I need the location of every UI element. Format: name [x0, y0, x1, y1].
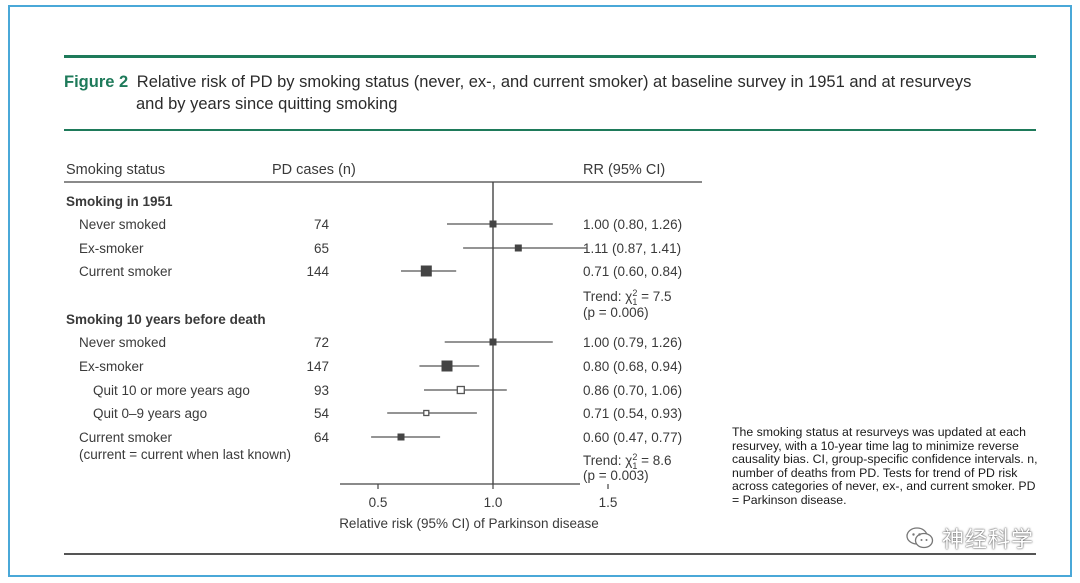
row-rr-ci: 0.86 (0.70, 1.06): [583, 383, 682, 398]
header-rr-ci: RR (95% CI): [583, 162, 665, 178]
row-label: Ex-smoker: [79, 241, 144, 256]
trend-p-value: (p = 0.006): [583, 305, 649, 320]
section-heading: Smoking in 1951: [66, 194, 173, 209]
rr-marker: [397, 433, 405, 441]
rr-marker-open: [456, 385, 465, 395]
row-label: Ex-smoker: [79, 359, 144, 374]
row-cases: 54: [314, 406, 330, 421]
x-axis-label: Relative risk (95% CI) of Parkinson dise…: [339, 516, 599, 531]
top-rule: [64, 55, 1036, 58]
rr-marker: [514, 244, 522, 252]
trend-stat: Trend: χ2 1 = 8.6: [583, 452, 672, 471]
title-rule: [64, 129, 1036, 131]
row-label: Never smoked: [79, 217, 166, 232]
row-label: Never smoked: [79, 335, 166, 350]
figure-footnote: The smoking status at resurveys was upda…: [732, 425, 1038, 507]
header-pd-cases: PD cases (n): [272, 162, 356, 178]
row-label-note: (current = current when last known): [79, 447, 291, 462]
row-label: Quit 0–9 years ago: [93, 406, 207, 421]
row-label: Current smoker: [79, 430, 173, 445]
row-cases: 93: [314, 383, 329, 398]
figure-frame: [8, 5, 1072, 577]
figure-title-line1: Relative risk of PD by smoking status (n…: [136, 73, 972, 91]
wechat-icon: [906, 527, 934, 549]
row-label: Quit 10 or more years ago: [93, 383, 250, 398]
row-rr-ci: 0.71 (0.54, 0.93): [583, 406, 682, 421]
row-cases: 74: [314, 217, 330, 232]
header-smoking-status: Smoking status: [66, 162, 165, 178]
row-rr-ci: 0.60 (0.47, 0.77): [583, 430, 682, 445]
section-heading: Smoking 10 years before death: [66, 312, 266, 327]
row-rr-ci: 1.11 (0.87, 1.41): [583, 241, 681, 256]
row-label: Current smoker: [79, 264, 173, 279]
x-tick-label: 1.0: [484, 495, 503, 510]
figure-caption: Figure 2 Relative risk of PD by smoking …: [64, 71, 1054, 115]
figure-title-line2: and by years since quitting smoking: [136, 95, 398, 113]
figure-label: Figure 2: [64, 73, 129, 91]
row-cases: 64: [314, 430, 330, 445]
row-rr-ci: 0.71 (0.60, 0.84): [583, 264, 682, 279]
watermark: 神经科学: [906, 522, 1034, 554]
row-rr-ci: 1.00 (0.79, 1.26): [583, 335, 682, 350]
row-rr-ci: 0.80 (0.68, 0.94): [583, 359, 682, 374]
row-cases: 65: [314, 241, 329, 256]
rr-marker-open: [423, 409, 430, 417]
rr-marker: [420, 265, 432, 277]
bottom-rule: [64, 553, 1036, 555]
x-tick-label: 1.5: [599, 495, 618, 510]
row-cases: 144: [306, 264, 329, 279]
row-rr-ci: 1.00 (0.80, 1.26): [583, 217, 682, 232]
row-cases: 72: [314, 335, 329, 350]
rr-marker: [441, 360, 453, 372]
watermark-text: 神经科学: [942, 528, 1035, 553]
trend-stat: Trend: χ2 1 = 7.5: [583, 288, 672, 307]
row-cases: 147: [306, 359, 329, 374]
trend-p-value: (p = 0.003): [583, 468, 649, 483]
x-tick-label: 0.5: [369, 495, 388, 510]
